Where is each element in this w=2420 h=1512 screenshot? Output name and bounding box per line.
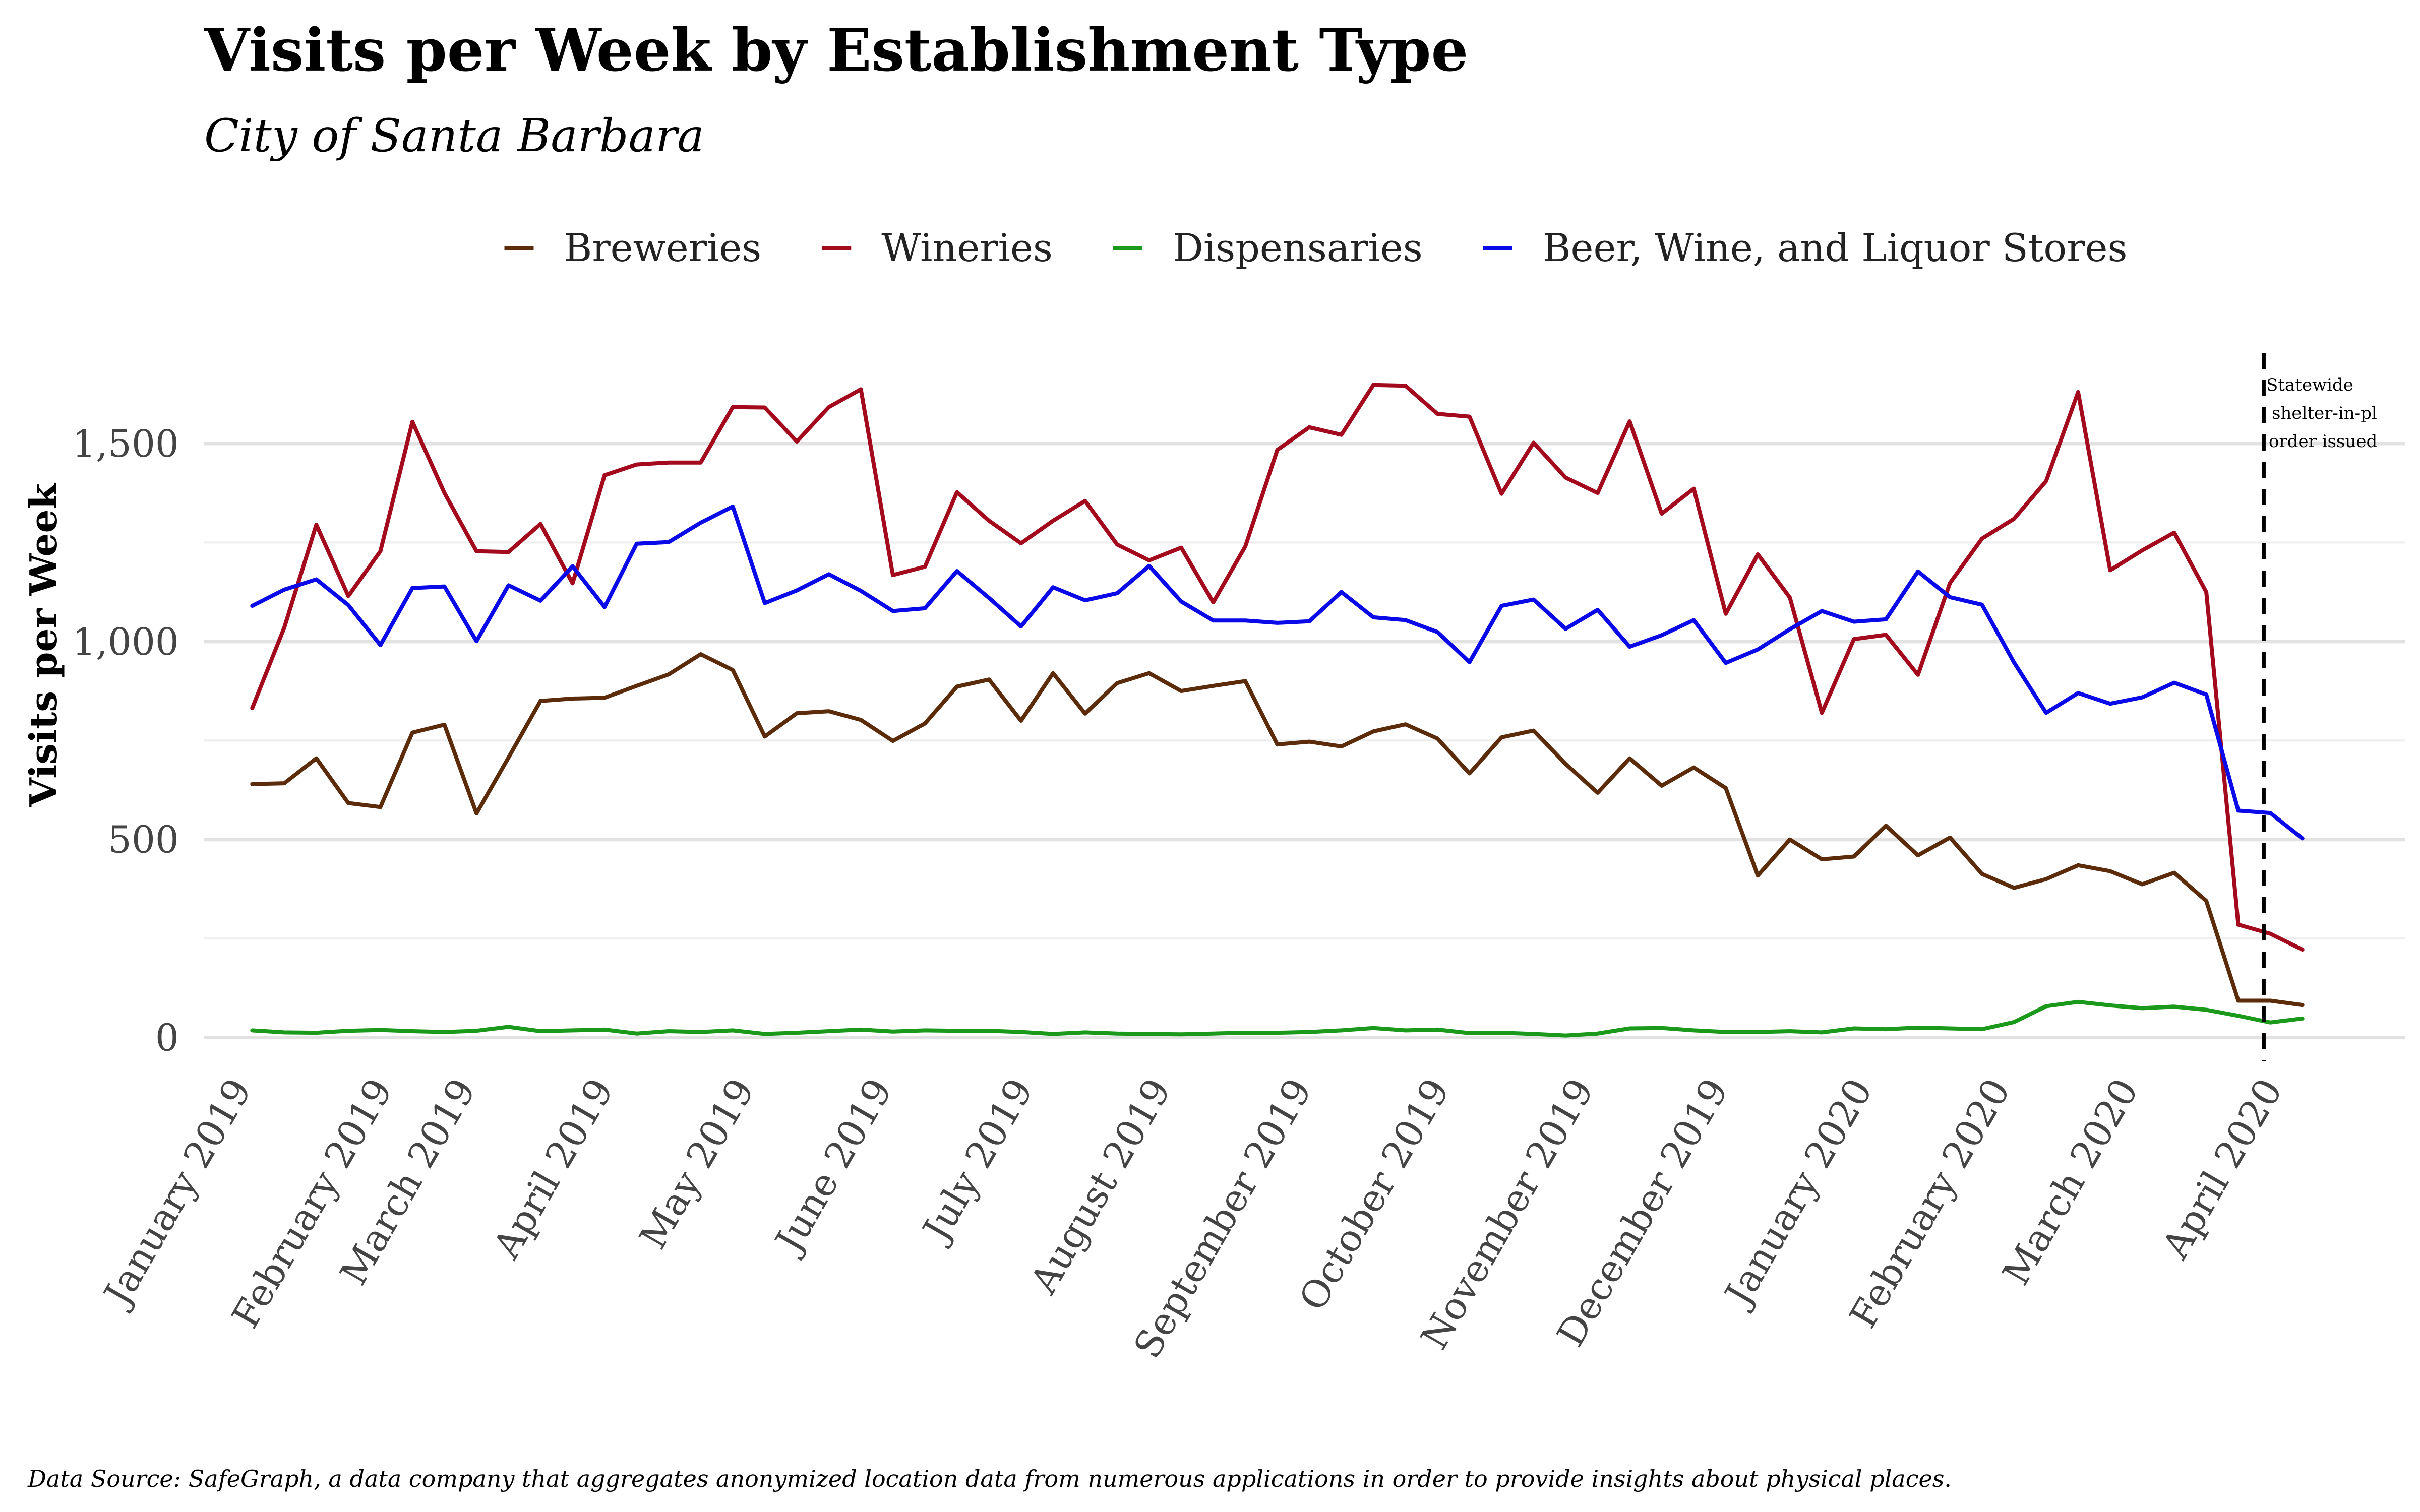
x-tick-label: January 2020 xyxy=(1715,1072,1881,1315)
y-tick-label: 1,000 xyxy=(72,620,179,664)
x-tick-label: August 2019 xyxy=(1022,1072,1180,1301)
legend-item: Dispensaries xyxy=(1113,225,1423,270)
chart-subtitle: City of Santa Barbara xyxy=(204,109,704,162)
x-tick-label: July 2019 xyxy=(913,1072,1042,1251)
x-tick-label: May 2019 xyxy=(631,1072,763,1256)
series-line-dispensaries xyxy=(250,999,2305,1038)
y-axis-ticks: 0 500 1,000 1,500 xyxy=(72,422,179,1060)
annotation-text: shelter-in-pl xyxy=(2272,403,2377,423)
data-source-caption: Data Source: SafeGraph, a data company t… xyxy=(27,1465,1952,1492)
series-line-beer-wine-and-liquor-stores xyxy=(250,504,2305,841)
shelter-in-place-annotation: Statewide shelter-in-pl order issued xyxy=(2262,353,2377,1061)
y-axis-label: Visits per Week xyxy=(22,482,66,807)
chart-title: Visits per Week by Establishment Type xyxy=(204,16,1468,85)
x-tick-label: January 2019 xyxy=(94,1072,260,1315)
legend-item: Wineries xyxy=(822,225,1053,270)
x-tick-label: October 2019 xyxy=(1291,1072,1458,1318)
x-tick-label: June 2019 xyxy=(765,1072,900,1263)
legend-label: Breweries xyxy=(564,225,762,270)
series-lines xyxy=(250,383,2305,1038)
y-tick-label: 1,500 xyxy=(72,422,179,466)
x-tick-label: April 2019 xyxy=(485,1072,622,1266)
series-line-breweries xyxy=(250,652,2305,1007)
y-tick-label: 0 xyxy=(155,1017,179,1060)
legend-label: Wineries xyxy=(881,225,1053,270)
annotation-text: order issued xyxy=(2269,431,2377,452)
legend-item: Breweries xyxy=(504,225,762,270)
legend: Breweries Wineries Dispensaries Beer, Wine,… xyxy=(504,225,2128,270)
legend-item: Beer, Wine, and Liquor Stores xyxy=(1483,225,2128,270)
y-tick-label: 500 xyxy=(108,818,179,862)
legend-label: Dispensaries xyxy=(1173,225,1423,270)
x-tick-label: March 2020 xyxy=(1994,1072,2147,1292)
series-line-wineries xyxy=(250,383,2305,952)
annotation-text: Statewide xyxy=(2266,375,2353,395)
x-tick-label: April 2020 xyxy=(2153,1072,2291,1266)
legend-label: Beer, Wine, and Liquor Stores xyxy=(1543,225,2128,270)
